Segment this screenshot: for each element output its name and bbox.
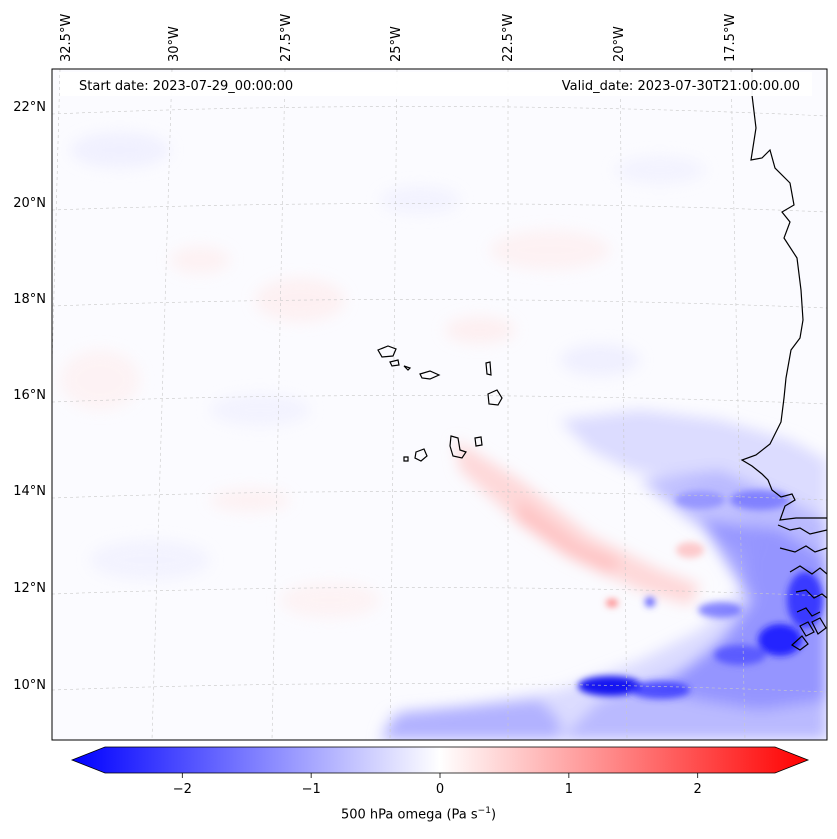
gridlines bbox=[52, 69, 827, 740]
colorbar-label-main: 500 hPa omega (Pa s bbox=[340, 807, 478, 823]
colorbar: −2 −1 0 1 2 bbox=[70, 746, 810, 797]
lon-tick: 20°W bbox=[612, 26, 627, 62]
colorbar-tick-label: 1 bbox=[565, 782, 573, 797]
lon-tick: 25°W bbox=[389, 26, 404, 62]
lat-tick: 10°N bbox=[13, 678, 46, 693]
africa-coastline bbox=[740, 69, 827, 651]
colorbar-ramp bbox=[70, 746, 810, 774]
lat-tick: 18°N bbox=[13, 292, 46, 307]
lon-tick: 30°W bbox=[167, 26, 182, 62]
colorbar-label-sup: −1 bbox=[477, 806, 491, 816]
colorbar-label: 500 hPa omega (Pa s−1) bbox=[0, 806, 837, 822]
lon-tick: 27.5°W bbox=[279, 14, 294, 62]
colorbar-tick-label: −2 bbox=[173, 782, 192, 797]
lon-tick: 32.5°W bbox=[59, 14, 74, 62]
colorbar-tick-label: 0 bbox=[436, 782, 444, 797]
lat-tick: 20°N bbox=[13, 196, 46, 211]
omega-field bbox=[52, 69, 827, 740]
lat-tick: 16°N bbox=[13, 388, 46, 403]
header-band bbox=[60, 72, 812, 96]
lat-tick: 14°N bbox=[13, 484, 46, 499]
lon-tick: 22.5°W bbox=[501, 14, 516, 62]
latitude-ticks: 22°N 20°N 18°N 16°N 14°N 12°N 10°N bbox=[13, 100, 46, 693]
valid-date-label: Valid_date: 2023-07-30T21:00:00.00 bbox=[562, 79, 800, 94]
colorbar-ticks: −2 −1 0 1 2 bbox=[173, 773, 702, 797]
colorbar-label-end: ) bbox=[490, 807, 497, 823]
map-frame bbox=[51, 68, 828, 741]
longitude-ticks: 32.5°W 30°W 27.5°W 25°W 22.5°W 20°W 17.5… bbox=[59, 14, 738, 62]
lat-tick: 22°N bbox=[13, 100, 46, 115]
colorbar-tick-label: 2 bbox=[694, 782, 702, 797]
colorbar-tick-label: −1 bbox=[302, 782, 321, 797]
cape-verde-islands bbox=[377, 345, 503, 462]
start-date-label: Start date: 2023-07-29_00:00:00 bbox=[79, 79, 293, 94]
lon-tick: 17.5°W bbox=[723, 14, 738, 62]
lat-tick: 12°N bbox=[13, 581, 46, 596]
